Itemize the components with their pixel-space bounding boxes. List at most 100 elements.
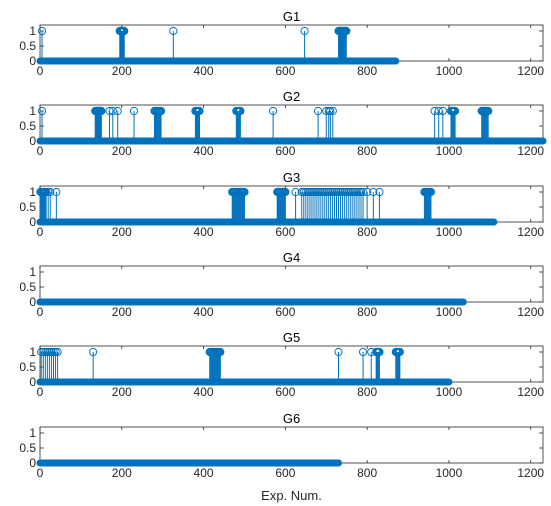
axes-box (39, 426, 544, 464)
x-tick-label: 1000 (436, 385, 463, 399)
y-tick-label: 0.5 (19, 119, 36, 133)
subplot-g3: G3 0 200 400 600 800 1000 1200 00.51 (19, 170, 544, 239)
stem-marker (89, 347, 98, 357)
stem-marker (363, 187, 372, 197)
stem-marker (156, 106, 166, 116)
y-tick-label: 0.5 (19, 360, 36, 374)
x-tick-label: 0 (37, 64, 44, 78)
stem-marker (313, 106, 323, 116)
x-tick-label: 0 (37, 144, 44, 158)
x-tick-label: 600 (275, 64, 295, 78)
stem-marker (268, 106, 278, 116)
stem-marker (97, 106, 106, 116)
x-tick-label: 1200 (517, 64, 544, 78)
stem-marker (52, 187, 61, 197)
subplot-title: G2 (283, 89, 300, 104)
x-tick-label: 1200 (517, 305, 544, 319)
x-tick-label: 800 (357, 305, 377, 319)
y-tick-label: 0.5 (19, 200, 36, 214)
stem-marker (108, 106, 117, 116)
x-tick-label: 0 (37, 225, 44, 239)
y-tick-label: 0 (29, 295, 36, 309)
stem-marker (44, 187, 53, 197)
stem-marker (356, 187, 366, 197)
x-tick-label: 0 (37, 385, 44, 399)
y-tick-label: 0.5 (19, 280, 36, 294)
y-tick-label: 1 (29, 265, 36, 279)
axes-box (39, 24, 544, 62)
stem-marker (113, 106, 122, 116)
y-tick-label: 0 (29, 456, 36, 470)
y-tick-label: 1 (29, 345, 36, 359)
stem-marker (438, 106, 447, 116)
subplot-title: G1 (283, 9, 300, 24)
x-tick-label: 200 (112, 466, 132, 480)
stem-marker (426, 187, 436, 197)
subplot-g2: G2 0 200 400 600 800 1000 1200 00.51 (19, 89, 547, 158)
stem-marker (53, 347, 62, 357)
y-tick-label: 0.5 (19, 39, 36, 53)
x-tick-label: 1200 (517, 466, 544, 480)
x-tick-label: 400 (194, 225, 214, 239)
x-tick-label: 1000 (436, 466, 463, 480)
stem-marker (395, 347, 404, 357)
y-tick-label: 0 (29, 215, 36, 229)
x-tick-label: 0 (37, 305, 44, 319)
stem-marker (328, 106, 337, 116)
axes-box (39, 345, 544, 383)
x-tick-label: 800 (357, 225, 377, 239)
stem-marker (195, 106, 204, 116)
y-tick-label: 1 (29, 185, 36, 199)
stem-marker (129, 106, 139, 116)
y-tick-label: 1 (29, 104, 36, 118)
stem-marker (450, 106, 460, 116)
subplot-g5: G5 0 200 400 600 800 1000 1200 00.51 (19, 330, 544, 399)
subplot-title: G3 (283, 170, 300, 185)
stem-marker (51, 347, 60, 357)
x-tick-label: 600 (275, 225, 295, 239)
x-tick-label: 600 (275, 385, 295, 399)
stem-marker (240, 187, 249, 197)
stem-marker (169, 26, 178, 36)
x-tick-label: 200 (112, 385, 132, 399)
stem-marker (120, 26, 129, 36)
x-tick-label: 800 (357, 144, 377, 158)
x-tick-label: 200 (112, 64, 132, 78)
y-tick-label: 0.5 (19, 441, 36, 455)
y-tick-label: 0 (29, 134, 36, 148)
x-tick-label: 0 (37, 466, 44, 480)
x-tick-label: 200 (112, 225, 132, 239)
stem-marker (326, 106, 335, 116)
stem-marker (46, 187, 55, 197)
stem-marker (484, 106, 493, 116)
subplot-g1: G1 0 200 400 600 800 1000 1200 00.51 (19, 9, 544, 78)
x-tick-label: 600 (275, 144, 295, 158)
stem-marker (37, 106, 47, 116)
stem-marker (291, 187, 300, 197)
stem-marker (281, 187, 290, 197)
subplot-title: G4 (283, 250, 300, 265)
x-tick-label: 800 (357, 466, 377, 480)
x-axis-label: Exp. Num. (261, 488, 322, 503)
x-tick-label: 1200 (517, 385, 544, 399)
x-tick-label: 1000 (436, 64, 463, 78)
stem-marker (334, 347, 343, 357)
y-tick-label: 0 (29, 54, 36, 68)
axes-box (39, 265, 544, 303)
axes-box (39, 185, 544, 223)
x-tick-label: 1000 (436, 144, 463, 158)
x-tick-label: 800 (357, 385, 377, 399)
x-tick-label: 1000 (436, 305, 463, 319)
stem-marker (216, 347, 225, 357)
y-tick-label: 1 (29, 24, 36, 38)
stem-marker (37, 26, 47, 36)
x-tick-label: 600 (275, 466, 295, 480)
stem-marker (236, 106, 245, 116)
x-tick-label: 400 (194, 64, 214, 78)
stem-marker (342, 26, 351, 36)
stem-marker (375, 187, 384, 197)
subplot-g6: G6 0 200 400 600 800 1000 1200 00.51 (19, 411, 544, 480)
x-tick-label: 800 (357, 64, 377, 78)
x-tick-label: 200 (112, 144, 132, 158)
